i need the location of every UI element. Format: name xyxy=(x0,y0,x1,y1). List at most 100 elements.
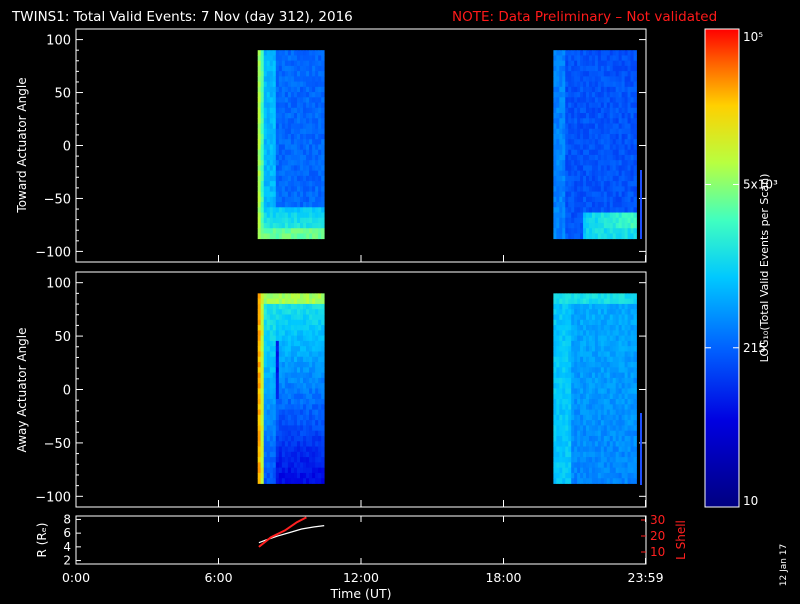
spectrogram-cell xyxy=(315,462,319,469)
spectrogram-cell xyxy=(627,233,631,240)
spectrogram-cell xyxy=(615,330,620,337)
spectrogram-cell xyxy=(612,233,617,240)
spectrogram-cell xyxy=(272,97,277,103)
spectrogram-cell xyxy=(300,362,304,368)
spectrogram-cell xyxy=(577,186,581,192)
spectrogram-cell xyxy=(606,86,611,93)
spectrogram-cell xyxy=(565,170,569,177)
spectrogram-cell xyxy=(624,303,628,310)
spectrogram-cell xyxy=(577,60,581,67)
spectrogram-cell xyxy=(293,217,298,224)
spectrogram-cell xyxy=(577,97,581,103)
spectrogram-cell xyxy=(553,430,557,437)
spectrogram-cell xyxy=(312,362,316,368)
spectrogram-cell xyxy=(603,107,608,114)
spectrogram-cell xyxy=(263,367,268,373)
spectrogram-cell xyxy=(300,233,304,240)
spectrogram-cell xyxy=(565,186,569,192)
spectrogram-cell xyxy=(562,340,566,347)
spectrogram-cell xyxy=(633,472,637,479)
spectrogram-cell xyxy=(290,393,295,400)
spectrogram-cell xyxy=(260,233,265,240)
spectrogram-cell xyxy=(321,293,325,300)
spectrogram-cell xyxy=(260,351,265,358)
spectrogram-cell xyxy=(293,309,298,315)
spectrogram-cell xyxy=(633,319,637,326)
spectrogram-cell xyxy=(293,367,298,373)
spectrogram-cell xyxy=(562,76,566,82)
spectrogram-cell xyxy=(300,367,304,373)
spectrogram-cell xyxy=(293,170,298,177)
spectrogram-cell xyxy=(318,181,322,187)
spectrogram-cell xyxy=(309,362,313,368)
spectrogram-cell xyxy=(284,102,289,109)
spectrogram-cell xyxy=(618,362,623,368)
spectrogram-cell xyxy=(300,435,304,442)
spectrogram-cell xyxy=(284,160,289,166)
spectrogram-cell xyxy=(630,303,634,310)
spectrogram-cell xyxy=(281,346,286,352)
spectrogram-cell xyxy=(296,467,301,474)
spectrogram-cell xyxy=(272,472,277,479)
spectrogram-cell xyxy=(571,425,575,432)
spectrogram-cell xyxy=(577,441,581,447)
spectrogram-cell xyxy=(553,233,557,240)
figure-title: TWINS1: Total Valid Events: 7 Nov (day 3… xyxy=(11,9,353,25)
spectrogram-cell xyxy=(621,451,626,458)
spectrogram-cell xyxy=(266,467,271,474)
spectrogram-cell xyxy=(583,314,587,321)
spectrogram-cell xyxy=(574,175,578,182)
spectrogram-cell xyxy=(615,398,620,405)
spectrogram-cell xyxy=(630,335,634,342)
spectrogram-cell xyxy=(281,202,286,208)
spectrogram-cell xyxy=(618,414,623,421)
spectrogram-cell xyxy=(618,139,623,145)
spectrogram-cell xyxy=(627,388,631,395)
spectrogram-cell xyxy=(609,404,614,410)
spectrogram-cell xyxy=(624,472,628,479)
spectrogram-cell xyxy=(624,107,628,114)
spectrogram-cell xyxy=(580,202,584,208)
spectrogram-cell xyxy=(609,107,614,114)
spectrogram-cell xyxy=(303,472,307,479)
spectrogram-cell xyxy=(571,467,575,474)
spectrogram-cell xyxy=(633,212,637,219)
spectrogram-cell xyxy=(303,404,307,410)
spectrogram-cell xyxy=(609,118,614,124)
spectrogram-cell xyxy=(272,60,277,67)
spectrogram-cell xyxy=(603,425,608,432)
spectrogram-cell xyxy=(624,97,628,103)
spectrogram-cell xyxy=(633,457,637,463)
spectrogram-cell xyxy=(269,314,274,321)
spectrogram-cell xyxy=(589,425,593,432)
spectrogram-cell xyxy=(621,181,626,187)
spectrogram-cell xyxy=(577,133,581,140)
spectrogram-cell xyxy=(586,309,590,315)
spectrogram-cell xyxy=(630,293,634,300)
spectrogram-cell xyxy=(594,441,599,447)
spectrogram-cell xyxy=(300,346,304,352)
spectrogram-cell xyxy=(287,154,292,161)
spectrogram-cell xyxy=(315,383,319,389)
spectrogram-cell xyxy=(303,123,307,130)
spectrogram-cell xyxy=(278,139,283,145)
spectrogram-cell xyxy=(627,293,631,300)
spectrogram-cell xyxy=(615,367,620,373)
spectrogram-cell xyxy=(609,196,614,203)
spectrogram-cell xyxy=(306,181,310,187)
spectrogram-cell xyxy=(615,309,620,315)
spectrogram-cell xyxy=(306,393,310,400)
spectrogram-cell xyxy=(571,367,575,373)
spectrogram-cell xyxy=(612,398,617,405)
spectrogram-cell xyxy=(603,414,608,421)
spectrogram-cell xyxy=(300,414,304,421)
spectrogram-cell xyxy=(630,340,634,347)
spectrogram-cell xyxy=(612,175,617,182)
spectrogram-cell xyxy=(278,149,283,156)
spectrogram-cell xyxy=(609,160,614,166)
spectrogram-cell xyxy=(275,372,280,379)
spectrogram-cell xyxy=(606,165,611,172)
spectrogram-cell xyxy=(275,154,280,161)
spectrogram-cell xyxy=(630,175,634,182)
